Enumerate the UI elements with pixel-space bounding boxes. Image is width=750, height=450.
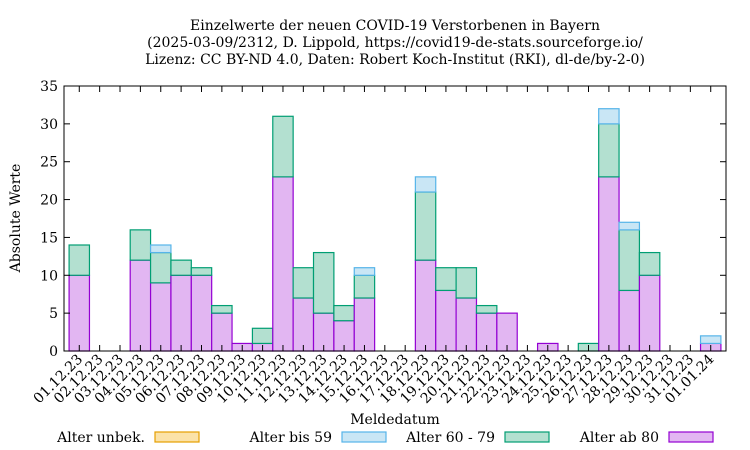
bar-alter-60-79-01.12.23	[68, 244, 91, 276]
bar-alter-ab-80-29.12.23	[638, 274, 661, 352]
bar-alter-ab-80-11.12.23	[272, 176, 294, 352]
bar-alter-ab-80-15.12.23	[353, 297, 376, 352]
bar-alter-bis-59-15.12.23	[353, 267, 376, 276]
bar-alter-60-79-04.12.23	[129, 229, 152, 261]
bar-alter-60-79-13.12.23	[312, 251, 335, 314]
bar-alter-ab-80-18.12.23	[414, 259, 437, 352]
bar-alter-60-79-12.12.23	[292, 267, 315, 299]
bar-alter-60-79-28.12.23	[618, 229, 641, 292]
legend-swatch	[341, 431, 387, 443]
plot-frame	[63, 85, 727, 352]
bar-alter-60-79-29.12.23	[638, 251, 661, 276]
legend-label: Alter 60 - 79	[405, 430, 495, 446]
bar-alter-ab-80-06.12.23	[170, 274, 192, 352]
legend-swatch	[668, 431, 714, 443]
bar-alter-60-79-06.12.23	[170, 259, 192, 276]
bar-alter-60-79-07.12.23	[190, 267, 213, 276]
y-tick-label: 30	[40, 117, 58, 133]
y-tick-label: 20	[40, 193, 58, 209]
y-tick-label: 5	[49, 306, 58, 322]
legend-label: Alter ab 80	[579, 430, 659, 446]
bar-alter-bis-59-27.12.23	[598, 108, 620, 125]
bars-layer	[68, 108, 722, 352]
bar-alter-bis-59-01.01.24	[699, 335, 722, 345]
bar-alter-ab-80-01.12.23	[68, 274, 91, 352]
bar-alter-60-79-20.12.23	[455, 267, 478, 299]
legend: Alter unbek. Alter bis 59 Alter 60 - 79 Alt…	[56, 430, 714, 446]
bar-alter-ab-80-04.12.23	[129, 259, 152, 352]
y-tick-label: 10	[40, 268, 58, 284]
bar-alter-ab-80-28.12.23	[618, 289, 641, 352]
chart-title-line-2: (2025-03-09/2312, D. Lippold, https://co…	[147, 35, 643, 51]
bar-alter-60-79-05.12.23	[149, 251, 172, 284]
bar-alter-60-79-14.12.23	[333, 304, 355, 322]
bar-alter-ab-80-05.12.23	[149, 282, 172, 352]
y-tick-label: 0	[49, 344, 58, 360]
chart-title-line-1: Einzelwerte der neuen COVID-19 Verstorbe…	[190, 18, 600, 34]
bar-alter-60-79-18.12.23	[414, 191, 437, 261]
bar-alter-60-79-11.12.23	[272, 115, 294, 178]
bar-alter-bis-59-18.12.23	[414, 176, 437, 193]
bar-alter-60-79-19.12.23	[435, 267, 457, 292]
y-tick-label: 35	[40, 79, 58, 95]
legend-swatch	[504, 431, 550, 443]
axes-layer: 0510152025303501.12.2302.12.2303.12.2304…	[31, 79, 727, 407]
legend-label: Alter bis 59	[248, 430, 332, 446]
y-tick-label: 15	[40, 230, 58, 246]
bar-alter-ab-80-19.12.23	[435, 289, 457, 352]
bar-alter-ab-80-07.12.23	[190, 274, 213, 352]
bar-alter-bis-59-28.12.23	[618, 221, 641, 231]
bar-alter-60-79-15.12.23	[353, 274, 376, 299]
legend-label: Alter unbek.	[56, 430, 145, 446]
bar-alter-60-79-10.12.23	[251, 327, 274, 345]
bar-alter-ab-80-27.12.23	[598, 176, 620, 352]
chart-title-line-3: Lizenz: CC BY-ND 4.0, Daten: Robert Koch…	[145, 52, 645, 68]
bar-alter-60-79-27.12.23	[598, 123, 620, 178]
bar-alter-ab-80-20.12.23	[455, 297, 478, 352]
bar-alter-ab-80-12.12.23	[292, 297, 315, 352]
y-axis-label: Absolute Werte	[8, 164, 24, 274]
y-tick-label: 25	[40, 155, 58, 171]
legend-swatch	[154, 431, 200, 443]
bar-alter-60-79-08.12.23	[211, 304, 233, 314]
bar-alter-bis-59-05.12.23	[149, 244, 172, 254]
x-axis-label: Meldedatum	[350, 412, 440, 428]
bar-alter-60-79-21.12.23	[475, 304, 498, 314]
